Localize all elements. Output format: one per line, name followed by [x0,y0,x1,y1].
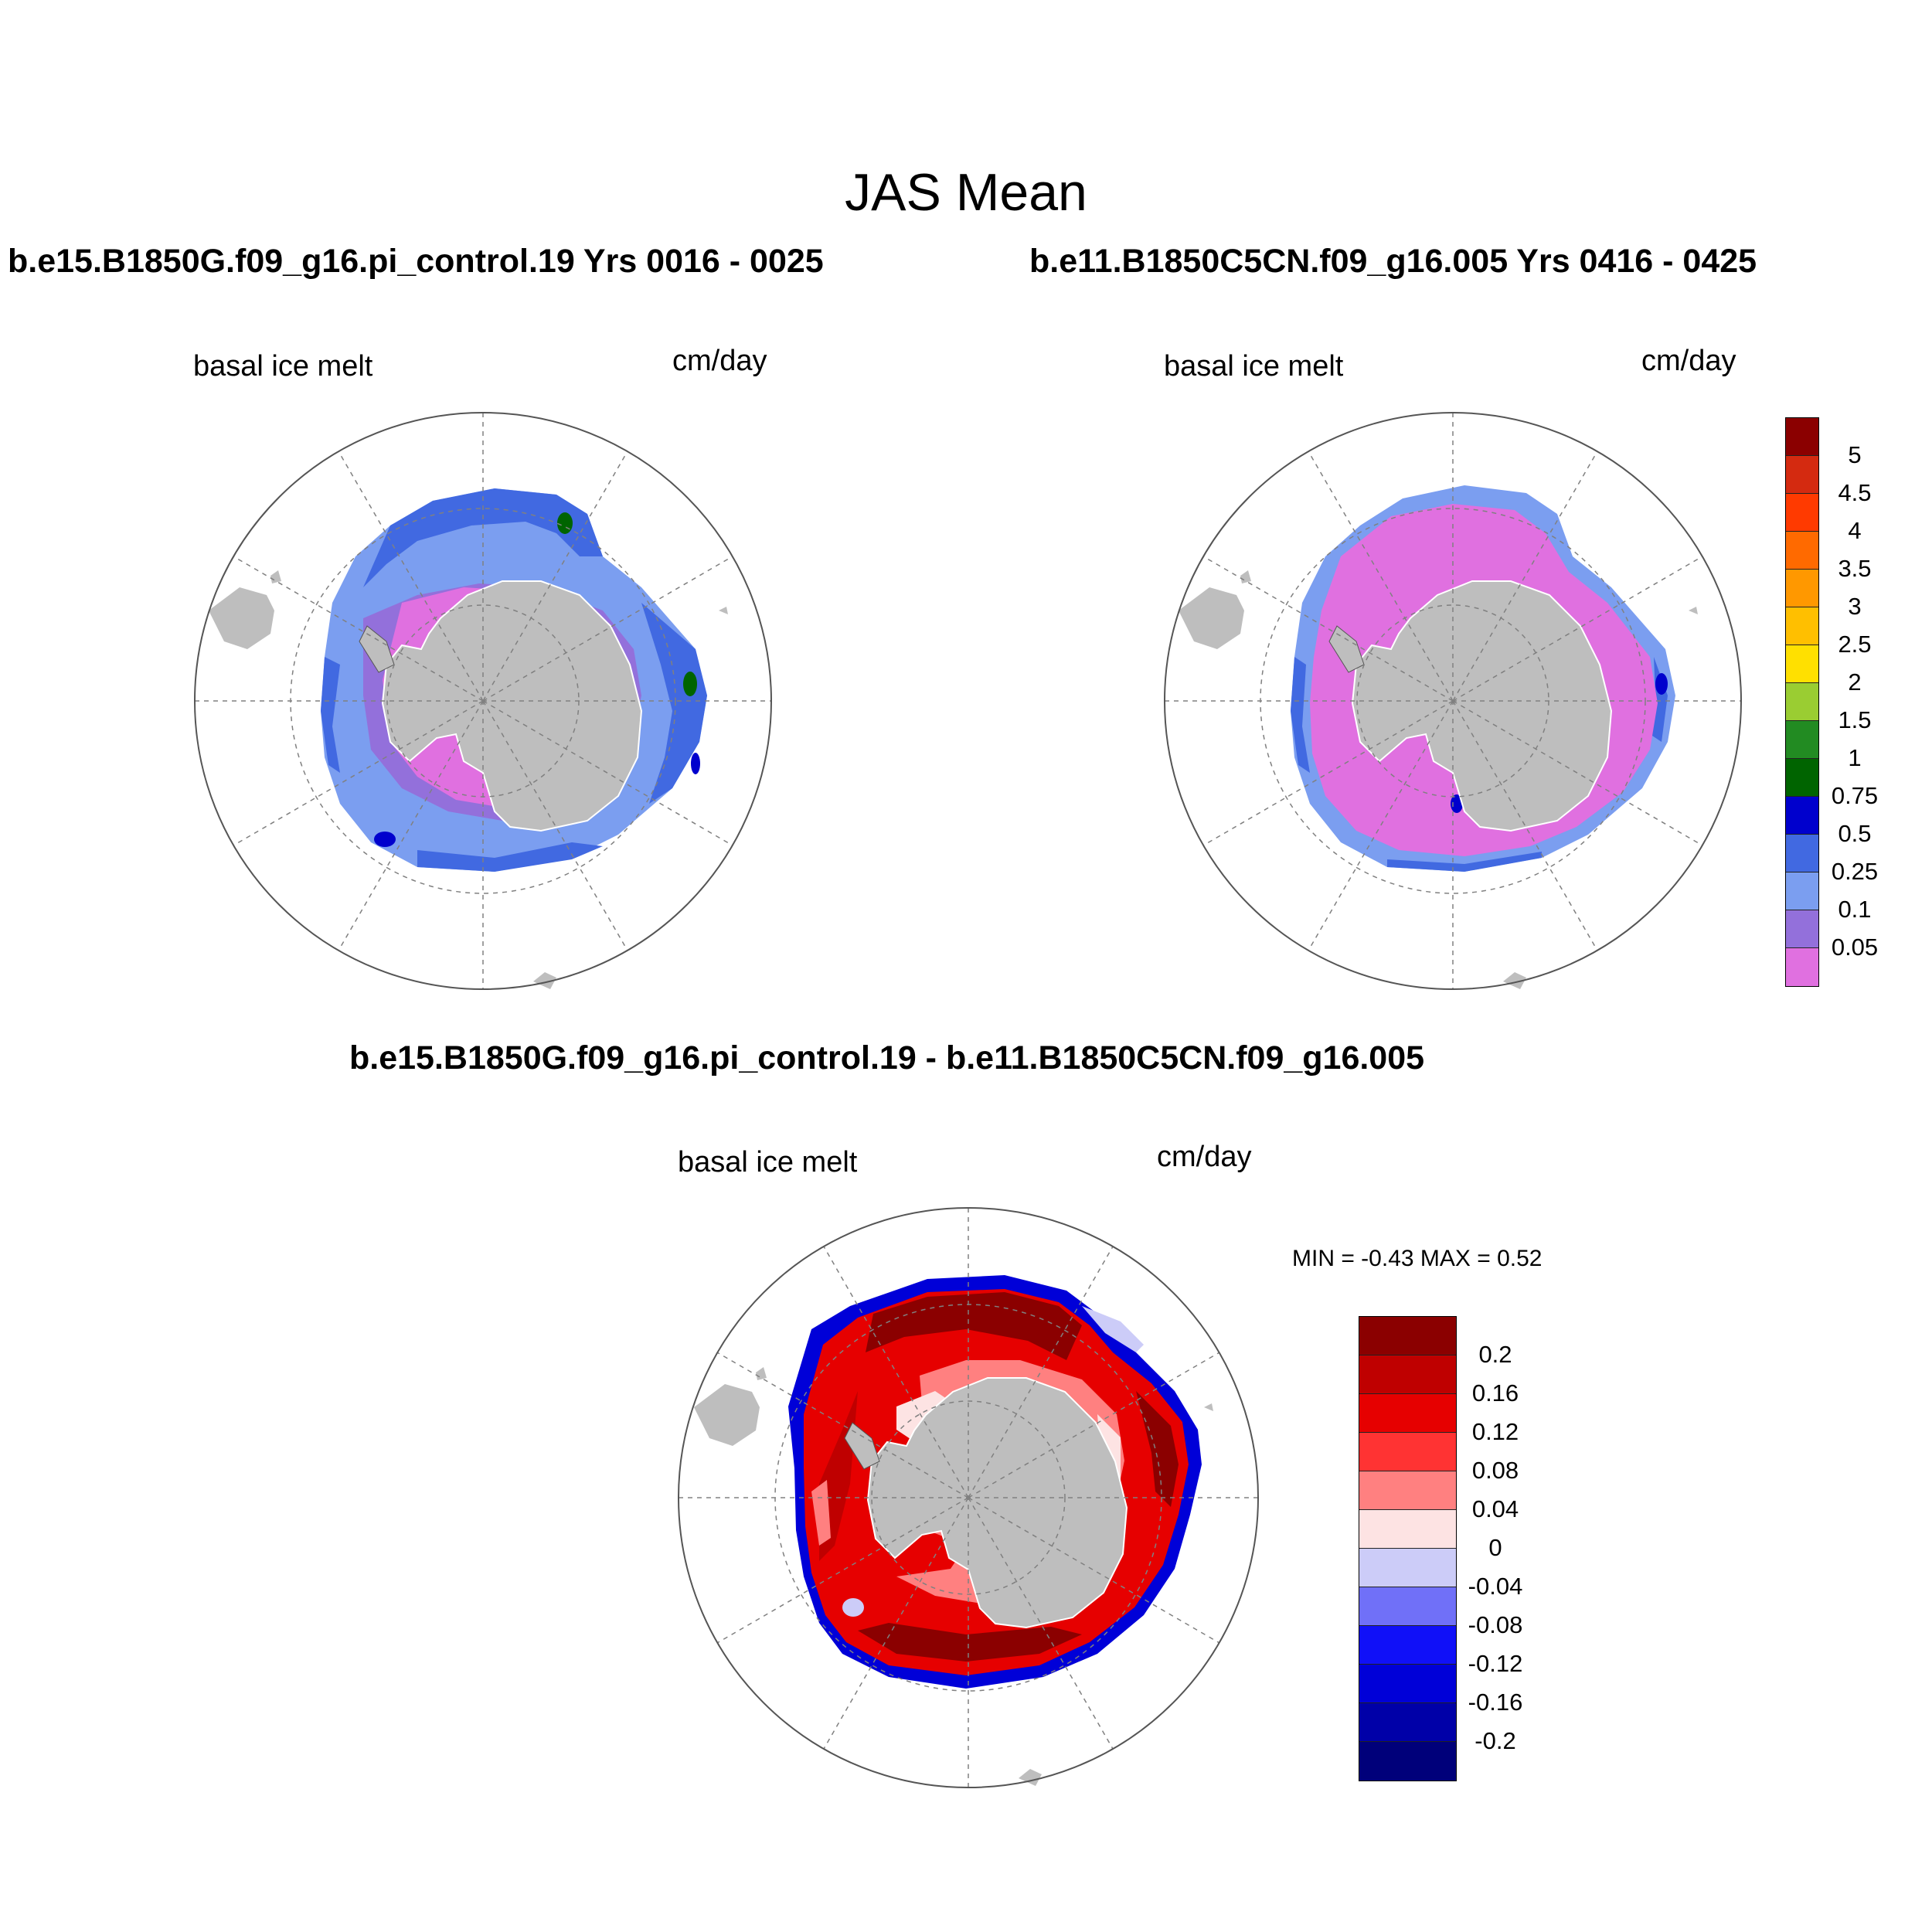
diff-colorbar-tick-label: -0.04 [1461,1573,1530,1600]
diff-colorbar-tick-label: 0.08 [1461,1457,1530,1485]
diff-colorbar-tick-label: 0 [1461,1534,1530,1562]
diff-colorbar-tick-label: -0.12 [1461,1650,1530,1678]
main-colorbar-tick-label: 0.1 [1824,896,1886,923]
diff-colorbar-tick-label: 0.16 [1461,1379,1530,1407]
main-colorbar-tick-label: 0.75 [1824,782,1886,810]
diff-colorbar-tick-label: -0.08 [1461,1611,1530,1639]
diff-colorbar-tick-label: 0.12 [1461,1418,1530,1446]
diff-colorbar-tick-label: -0.2 [1461,1727,1530,1755]
main-colorbar-tick-label: 2 [1824,668,1886,696]
map-panel-1 [195,413,771,989]
main-colorbar-tick-label: 0.05 [1824,934,1886,961]
diff-colorbar-tick-label: 0.04 [1461,1495,1530,1523]
main-colorbar-tick-label: 1.5 [1824,706,1886,734]
panel1-south-america [209,587,274,649]
panel1-hotspot-1 [557,512,573,534]
maps-svg [0,0,1932,1932]
main-colorbar-tick-label: 0.25 [1824,858,1886,886]
main-colorbar-tick-label: 3.5 [1824,555,1886,583]
main-colorbar-tick-label: 2.5 [1824,631,1886,658]
main-colorbar-tick-label: 5 [1824,441,1886,469]
panel2-south-america [1179,587,1244,649]
diff-colorbar-tick-label: 0.2 [1461,1341,1530,1369]
panel2-hotspot-1 [1655,673,1668,695]
map-panel-2 [1165,413,1741,989]
main-colorbar-tick-label: 4 [1824,517,1886,545]
diff-graticule [679,1208,1258,1787]
main-colorbar-tick-label: 0.5 [1824,820,1886,848]
panel1-hotspot-2 [683,672,697,696]
diff-south-america [694,1384,760,1446]
map-panel-diff [679,1208,1258,1787]
main-colorbar-tick-label: 3 [1824,593,1886,621]
main-colorbar-tick-label: 4.5 [1824,479,1886,507]
main-colorbar-tick-label: 1 [1824,744,1886,772]
diff-colorbar-tick-label: -0.16 [1461,1689,1530,1716]
